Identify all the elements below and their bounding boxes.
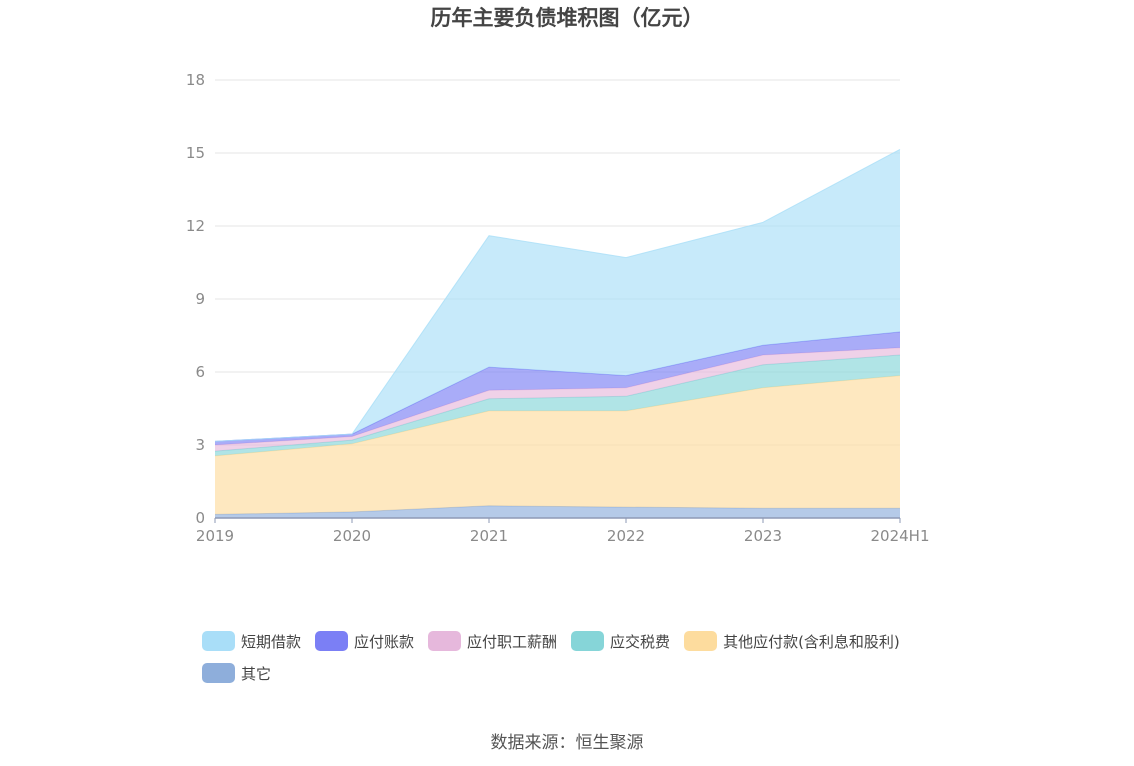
- y-axis-ticks: 0 3 6 9 12 15 18: [186, 71, 205, 527]
- legend-label: 短期借款: [241, 632, 302, 651]
- area-series-2: [215, 355, 900, 456]
- legend-item[interactable]: 应交税费: [571, 630, 670, 652]
- chart-title: 历年主要负债堆积图（亿元）: [430, 6, 704, 30]
- legend-label: 应付职工薪酬: [467, 632, 558, 651]
- y-tick-label: 9: [195, 290, 205, 308]
- x-tick-label: 2023: [744, 527, 782, 545]
- legend-label: 其它: [241, 664, 272, 683]
- legend-swatch: [684, 631, 718, 651]
- y-tick-label: 12: [186, 217, 205, 235]
- x-tick-label: 2019: [196, 527, 234, 545]
- y-tick-label: 15: [186, 144, 205, 162]
- area-series-0: [215, 505, 900, 518]
- legend-item[interactable]: 其它: [202, 662, 271, 684]
- data-source: 数据来源：恒生聚源: [490, 733, 644, 753]
- legend-swatch: [202, 631, 235, 651]
- legend-label: 应付账款: [354, 632, 415, 651]
- area-series-5: [215, 149, 900, 442]
- legend-label: 其他应付款(含利息和股利): [723, 632, 900, 651]
- legend-swatch: [428, 631, 462, 651]
- x-tick-label: 2021: [470, 527, 508, 545]
- legend-item[interactable]: 应付职工薪酬: [428, 630, 557, 652]
- chart-legend: 短期借款 应付账款 应付职工薪酬 应交税费 其他应付款(含利息和股利) 其它: [202, 630, 962, 684]
- area-edge-5: [214, 148, 901, 442]
- legend-item[interactable]: 应付账款: [315, 630, 414, 652]
- x-tick-label: 2020: [333, 527, 371, 545]
- legend-item[interactable]: 短期借款: [202, 630, 301, 652]
- x-tick-label: 2024H1: [871, 527, 930, 545]
- legend-label: 应交税费: [610, 632, 671, 651]
- legend-swatch: [315, 631, 349, 651]
- area-series: [214, 148, 901, 518]
- x-tick-label: 2022: [607, 527, 645, 545]
- x-axis-ticks: 2019 2020 2021 2022 2023 2024H1: [196, 527, 930, 545]
- legend-item[interactable]: 其他应付款(含利息和股利): [684, 630, 900, 652]
- legend-swatch: [202, 663, 235, 683]
- area-series-4: [215, 331, 900, 445]
- legend-swatch: [571, 631, 605, 651]
- area-series-1: [215, 375, 900, 515]
- x-axis: [214, 517, 901, 523]
- y-tick-label: 0: [195, 509, 205, 527]
- stacked-area-chart: 0 3 6 9 12 15 18 2019 2020 2021 2022 2023 2024H1: [186, 71, 930, 545]
- y-tick-label: 3: [195, 436, 205, 454]
- y-tick-label: 6: [195, 363, 205, 381]
- y-tick-label: 18: [186, 71, 205, 89]
